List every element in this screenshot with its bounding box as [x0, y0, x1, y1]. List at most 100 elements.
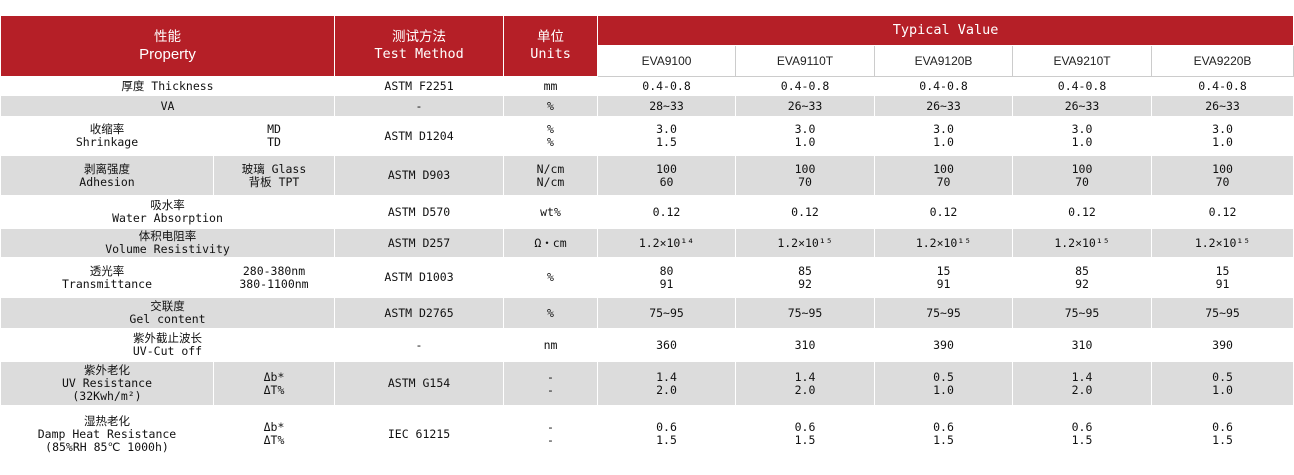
value-cell: 1.2×10¹⁵	[735, 228, 876, 258]
value-cell: 0.6 1.5	[597, 405, 737, 463]
table-row: VA -% 28~33 26~33 26~33 26~33 26~33	[0, 95, 1294, 117]
value-cell: 1.2×10¹⁵	[1012, 228, 1153, 258]
test-method: ASTM D257	[334, 228, 505, 258]
property-condition: Δb* ΔT%	[212, 405, 336, 463]
table-row: 吸水率 Water Absorption ASTM D570 wt% 0.12 0.12…	[0, 195, 1294, 229]
value-cell: 0.6 1.5	[874, 405, 1014, 463]
property-name: 吸水率 Water Absorption	[0, 195, 336, 229]
value-cell: 15 91	[1151, 257, 1294, 298]
test-method: ASTM D903	[334, 155, 505, 196]
property-name: 紫外老化 UV Resistance (32Kwh/m²)	[0, 361, 214, 406]
value-cell: 3.0 1.0	[735, 116, 876, 156]
value-cell: 26~33	[1012, 95, 1153, 117]
value-cell: 75~95	[1151, 297, 1294, 329]
test-method: ASTM D1204	[334, 116, 505, 156]
table-row: 紫外老化 UV Resistance (32Kwh/m²) Δb* ΔT% ASTM…	[0, 361, 1294, 406]
value-cell: 1.2×10¹⁵	[874, 228, 1014, 258]
value-cell: 0.4-0.8	[1012, 76, 1153, 96]
unit: mm	[503, 76, 599, 96]
property-name: 厚度 Thickness	[0, 76, 336, 96]
value-cell: 0.12	[1012, 195, 1153, 229]
value-cell: 0.5 1.0	[1151, 361, 1294, 406]
value-cell: 75~95	[1012, 297, 1153, 329]
unit: %	[503, 95, 599, 117]
table-row: 透光率 Transmittance 280-380nm 380-1100nm AST…	[0, 257, 1294, 298]
test-method: ASTM F2251	[334, 76, 505, 96]
property-name: 体积电阻率 Volume Resistivity	[0, 228, 336, 258]
unit: N/cm N/cm	[503, 155, 599, 196]
value-cell: 3.0 1.0	[874, 116, 1014, 156]
test-method: -	[334, 95, 505, 117]
value-cell: 100 70	[874, 155, 1014, 196]
value-cell: 310	[735, 328, 876, 362]
table-row: 交联度 Gel content ASTM D2765% 75~95 75~95 75~9…	[0, 297, 1294, 329]
property-condition: 玻璃 Glass 背板 TPT	[212, 155, 336, 196]
value-cell: 0.4-0.8	[735, 76, 876, 96]
value-cell: 0.6 1.5	[1151, 405, 1294, 463]
value-cell: 80 91	[597, 257, 737, 298]
unit: Ω・cm	[503, 228, 599, 258]
test-method: ASTM D2765	[334, 297, 505, 329]
table-row: 厚度 Thickness ASTM F2251 mm 0.4-0.8 0.4-0.8 0.…	[0, 76, 1294, 96]
value-cell: 1.2×10¹⁵	[1151, 228, 1294, 258]
property-name: 交联度 Gel content	[0, 297, 336, 329]
value-cell: 0.6 1.5	[735, 405, 876, 463]
table-row: 收缩率 Shrinkage MD TD ASTM D1204% % 3.0 1.5 3.…	[0, 116, 1294, 156]
property-name: 收缩率 Shrinkage	[0, 116, 214, 156]
header-property: 性能 Property	[0, 15, 336, 77]
value-cell: 100 70	[735, 155, 876, 196]
value-cell: 0.4-0.8	[1151, 76, 1294, 96]
value-cell: 310	[1012, 328, 1153, 362]
test-method: -	[334, 328, 505, 362]
property-condition: 280-380nm 380-1100nm	[212, 257, 336, 298]
value-cell: 1.4 2.0	[597, 361, 737, 406]
table-row: 剥离强度 Adhesion 玻璃 Glass 背板 TPT ASTM D903 N/c…	[0, 155, 1294, 196]
value-cell: 0.12	[597, 195, 737, 229]
value-cell: 3.0 1.5	[597, 116, 737, 156]
value-cell: 100 60	[597, 155, 737, 196]
value-cell: 0.5 1.0	[874, 361, 1014, 406]
header-test-method: 测试方法 Test Method	[334, 15, 505, 77]
property-condition: Δb* ΔT%	[212, 361, 336, 406]
value-cell: 85 92	[735, 257, 876, 298]
value-cell: 100 70	[1151, 155, 1294, 196]
value-cell: 3.0 1.0	[1151, 116, 1294, 156]
unit: nm	[503, 328, 599, 362]
test-method: ASTM D1003	[334, 257, 505, 298]
table-row: 体积电阻率 Volume Resistivity ASTM D257 Ω・cm 1.2…	[0, 228, 1294, 258]
value-cell: 26~33	[874, 95, 1014, 117]
value-cell: 360	[597, 328, 737, 362]
value-cell: 0.12	[874, 195, 1014, 229]
model-header: EVA9110T	[735, 45, 876, 77]
value-cell: 390	[1151, 328, 1294, 362]
property-condition: MD TD	[212, 116, 336, 156]
property-name: 湿热老化 Damp Heat Resistance (85%RH 85℃ 100…	[0, 405, 214, 463]
spec-table: 性能 Property 测试方法 Test Method 单位 Units Typic…	[0, 15, 1294, 463]
unit: %	[503, 257, 599, 298]
property-name: 紫外截止波长 UV-Cut off	[0, 328, 336, 362]
value-cell: 0.4-0.8	[597, 76, 737, 96]
model-header: EVA9220B	[1151, 45, 1294, 77]
table-row: 湿热老化 Damp Heat Resistance (85%RH 85℃ 100…	[0, 405, 1294, 463]
value-cell: 1.4 2.0	[735, 361, 876, 406]
unit: %	[503, 297, 599, 329]
test-method: ASTM G154	[334, 361, 505, 406]
header-units: 单位 Units	[503, 15, 599, 77]
value-cell: 75~95	[874, 297, 1014, 329]
value-cell: 28~33	[597, 95, 737, 117]
test-method: IEC 61215	[334, 405, 505, 463]
property-name: VA	[0, 95, 336, 117]
value-cell: 0.4-0.8	[874, 76, 1014, 96]
unit: - -	[503, 405, 599, 463]
unit: % %	[503, 116, 599, 156]
model-header: EVA9210T	[1012, 45, 1153, 77]
value-cell: 15 91	[874, 257, 1014, 298]
table-row: 紫外截止波长 UV-Cut off - nm 360 310 390 310 390	[0, 328, 1294, 362]
value-cell: 390	[874, 328, 1014, 362]
model-header: EVA9120B	[874, 45, 1014, 77]
value-cell: 85 92	[1012, 257, 1153, 298]
value-cell: 26~33	[735, 95, 876, 117]
value-cell: 1.4 2.0	[1012, 361, 1153, 406]
value-cell: 1.2×10¹⁴	[597, 228, 737, 258]
value-cell: 75~95	[735, 297, 876, 329]
